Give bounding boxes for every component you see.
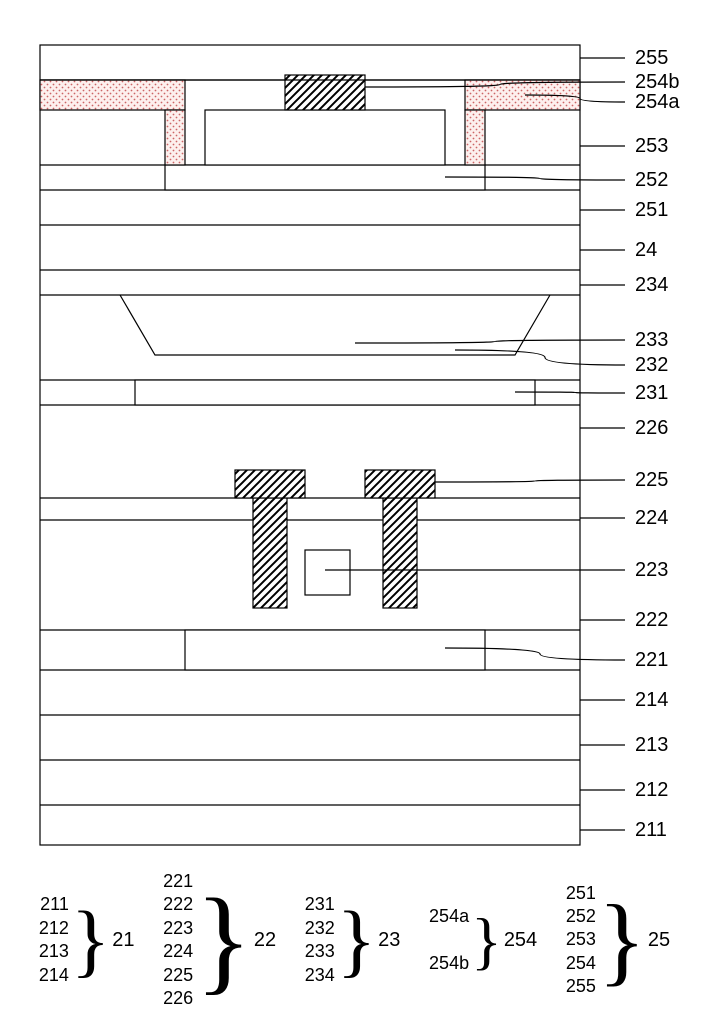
cross-section-diagram: 255254b254a 253 252 251 24 234 233 232 231 226 225…	[25, 20, 685, 850]
brace-icon: }	[195, 893, 252, 987]
legend-item: 254b	[429, 952, 469, 975]
legend-total: 23	[378, 929, 400, 952]
brace-icon: }	[471, 915, 502, 966]
svg-text:254b: 254b	[635, 71, 680, 93]
legend-group: 251252253254255}25	[566, 870, 670, 1010]
legend-group: 211212213214}21	[39, 870, 135, 1010]
legend-item: 211	[39, 893, 69, 916]
svg-text:232: 232	[635, 354, 668, 376]
svg-text:234: 234	[635, 274, 668, 296]
legend-item: 226	[163, 987, 193, 1010]
legend-total: 21	[112, 929, 134, 952]
svg-text:213: 213	[635, 734, 668, 756]
legend-item: 252	[566, 905, 596, 928]
svg-text:222: 222	[635, 609, 668, 631]
svg-text:212: 212	[635, 779, 668, 801]
legend-item	[429, 928, 469, 951]
legend-item: 221	[163, 870, 193, 893]
legend-item: 222	[163, 893, 193, 916]
brace-icon: }	[337, 907, 376, 973]
legend-item: 251	[566, 882, 596, 905]
svg-text:221: 221	[635, 649, 668, 671]
svg-text:226: 226	[635, 417, 668, 439]
svg-text:24: 24	[635, 239, 657, 261]
legend-item: 225	[163, 964, 193, 987]
svg-text:225: 225	[635, 469, 668, 491]
svg-text:211: 211	[635, 819, 667, 841]
svg-text:223: 223	[635, 559, 668, 581]
svg-text:214: 214	[635, 689, 668, 711]
svg-text:255: 255	[635, 47, 668, 69]
legend-item: 233	[305, 940, 335, 963]
svg-text:253: 253	[635, 135, 668, 157]
svg-text:224: 224	[635, 507, 668, 529]
legend-group: 221222223224225226}22	[163, 870, 276, 1010]
legend-item: 231	[305, 893, 335, 916]
legend-item: 232	[305, 917, 335, 940]
brace-icon: }	[598, 900, 646, 980]
svg-text:254a: 254a	[635, 91, 680, 113]
legend-item: 212	[39, 917, 69, 940]
legend-item: 255	[566, 975, 596, 998]
svg-text:231: 231	[635, 382, 668, 404]
legend-item: 254	[566, 952, 596, 975]
legend-group: 254a 254b}254	[429, 870, 537, 1010]
svg-text:252: 252	[635, 169, 668, 191]
legend-item: 234	[305, 964, 335, 987]
brace-icon: }	[71, 907, 110, 973]
legend: 211212213214}21221222223224225226}222312…	[25, 870, 685, 1010]
legend-item: 253	[566, 928, 596, 951]
svg-text:251: 251	[635, 199, 668, 221]
legend-total: 25	[648, 929, 670, 952]
legend-item: 213	[39, 940, 69, 963]
legend-total: 254	[504, 929, 537, 952]
legend-item: 214	[39, 964, 69, 987]
legend-item: 223	[163, 917, 193, 940]
svg-text:233: 233	[635, 329, 668, 351]
legend-item: 224	[163, 940, 193, 963]
legend-total: 22	[254, 929, 276, 952]
legend-item: 254a	[429, 905, 469, 928]
legend-group: 231232233234}23	[305, 870, 401, 1010]
